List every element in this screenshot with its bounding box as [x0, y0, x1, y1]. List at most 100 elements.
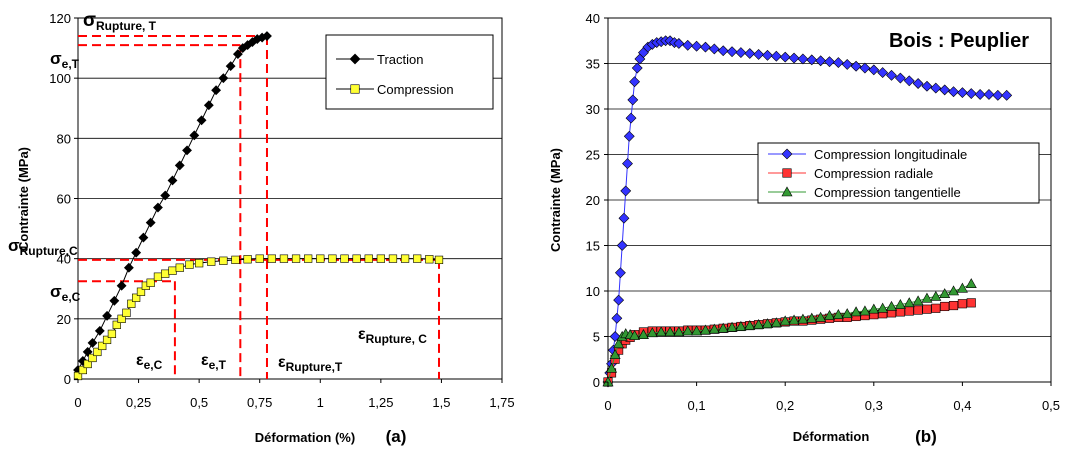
chart-b-data-point: [868, 64, 880, 76]
chart-a-data-point: [131, 247, 142, 258]
chart-b-y-tick-label: 10: [586, 284, 600, 299]
chart-a-data-point: [316, 254, 325, 263]
chart-a-x-tick-label: 0,75: [247, 395, 272, 410]
chart-b-data-point: [627, 94, 639, 106]
chart-a-annotations: σRupture, Tσe,T σRupture,C σe,C εe,C εe,T εRu…: [8, 10, 427, 374]
chart-b-data-point: [779, 51, 791, 63]
chart-b-panel-label: (b): [915, 427, 937, 446]
chart-a-data-point: [127, 299, 136, 308]
chart-a-x-tick-label: 0,5: [190, 395, 208, 410]
chart-b-y-ticks: 0 5 10 15 20 25 30 35 40: [586, 11, 608, 390]
chart-a-legend-label: Compression: [377, 82, 454, 97]
chart-a-data-point: [168, 266, 177, 275]
chart-a-data-point: [116, 280, 127, 291]
chart-b-x-tick-label: 0,5: [1042, 398, 1060, 413]
chart-a-data-point: [243, 255, 252, 264]
chart-a-y-axis-label: Contrainte (MPa): [16, 147, 31, 251]
chart-a-data-point: [340, 254, 349, 263]
chart-a-data-point: [146, 278, 155, 287]
annotation-sigma-rupture-T: σRupture, T: [83, 10, 157, 33]
chart-b-data-point: [623, 130, 635, 142]
chart-b-data-point: [930, 82, 942, 94]
chart-a-data-point: [112, 320, 121, 329]
chart-b-data-point: [614, 267, 626, 279]
chart-b-data-point: [921, 292, 933, 303]
chart-b-data-point: [886, 69, 897, 81]
chart-b-data-point: [735, 47, 747, 59]
chart-a-data-point: [94, 325, 105, 336]
chart-b-data-point: [806, 312, 818, 323]
chart-b-data-point: [682, 325, 694, 336]
chart-a-data-point: [161, 269, 170, 278]
chart-a-x-tick-label: 0: [74, 395, 81, 410]
chart-b-data-point: [815, 55, 827, 67]
chart-b-data-point: [850, 306, 862, 317]
chart-b-data-point: [682, 39, 694, 51]
chart-b-data-point: [629, 329, 641, 340]
chart-b-data-point: [921, 80, 933, 92]
chart-b-data-point: [699, 324, 711, 335]
chart-a-y-tick-label: 40: [57, 252, 71, 267]
chart-a-panel-label: (a): [386, 427, 407, 446]
chart-b-data-point: [637, 329, 649, 339]
chart-b-data-point: [735, 320, 747, 331]
chart-b-data-point: [788, 52, 800, 64]
chart-b-data-point: [956, 282, 968, 293]
chart-b-data-point: [673, 38, 685, 49]
chart-b-legend-label: Compression radiale: [814, 166, 933, 181]
chart-b-data-point: [939, 288, 951, 299]
chart-b-data-point: [992, 89, 1004, 101]
chart-b-data-point: [841, 58, 853, 70]
chart-b-data-point: [877, 302, 889, 313]
chart-b-x-tick-label: 0,1: [688, 398, 706, 413]
chart-b-data-point: [625, 112, 637, 124]
chart-a-x-ticks: 0 0,25 0,5 0,75 1 1,25 1,5 1,75: [74, 379, 515, 410]
chart-b-data-point: [824, 56, 835, 68]
chart-a-x-axis-label: Déformation (%): [255, 430, 355, 445]
chart-b-data-point: [940, 301, 950, 312]
chart-b-data-point: [606, 362, 618, 373]
chart-b-data-point: [726, 321, 738, 332]
chart-b-data-point: [609, 331, 621, 342]
chart-b-data-point: [983, 89, 995, 100]
chart-a-data-point: [153, 272, 163, 281]
chart-b-y-tick-label: 25: [586, 148, 600, 163]
chart-a-data-point: [138, 232, 149, 243]
chart-a-y-tick-label: 60: [57, 192, 71, 207]
chart-b-data-point: [779, 315, 791, 326]
chart-a-data-point: [107, 329, 117, 338]
chart-a-data-point: [78, 365, 87, 375]
chart-b-data-point: [629, 76, 641, 88]
chart-b-data-point: [930, 290, 942, 301]
chart-b-data-point: [611, 312, 623, 324]
chart-a-data-point: [195, 259, 204, 268]
chart-b-data-point: [744, 48, 756, 59]
chart-b-data-point: [965, 88, 977, 99]
chart-a-data-point: [83, 359, 92, 369]
chart-b-data-point: [762, 49, 773, 61]
chart-a-data-point: [182, 145, 192, 156]
chart-a-data-point: [203, 100, 214, 111]
chart-b-data-point: [948, 285, 960, 296]
chart-a-data-point: [153, 202, 163, 213]
chart-b-y-tick-label: 40: [586, 11, 600, 26]
annotation-eps-rupture-T: εRupture,T: [278, 354, 343, 374]
chart-b-data-point: [957, 299, 967, 309]
chart-b-y-tick-label: 5: [593, 330, 600, 345]
chart-b-data-point: [788, 314, 800, 325]
chart-b-data-point: [841, 308, 853, 319]
chart-a-data-point: [232, 49, 243, 60]
chart-b-data-point: [886, 300, 898, 311]
chart-b-data-point: [904, 306, 914, 316]
chart-b-series-line: [607, 302, 972, 383]
chart-a-data-point: [109, 295, 120, 306]
chart-b-data-point: [753, 48, 765, 60]
chart-a-data-point: [262, 31, 272, 41]
chart-a-legend-box: [325, 34, 494, 110]
chart-b-data-point: [823, 309, 836, 320]
chart-a-x-tick-label: 0,25: [126, 395, 151, 410]
chart-b-data-point: [859, 62, 871, 74]
chart-b-data-point: [965, 278, 977, 289]
chart-b: 0 5 10 15 20 25 30 35 40 0 0,1 0,2 0,3 0,4 0,5 Contra…: [548, 11, 1060, 446]
